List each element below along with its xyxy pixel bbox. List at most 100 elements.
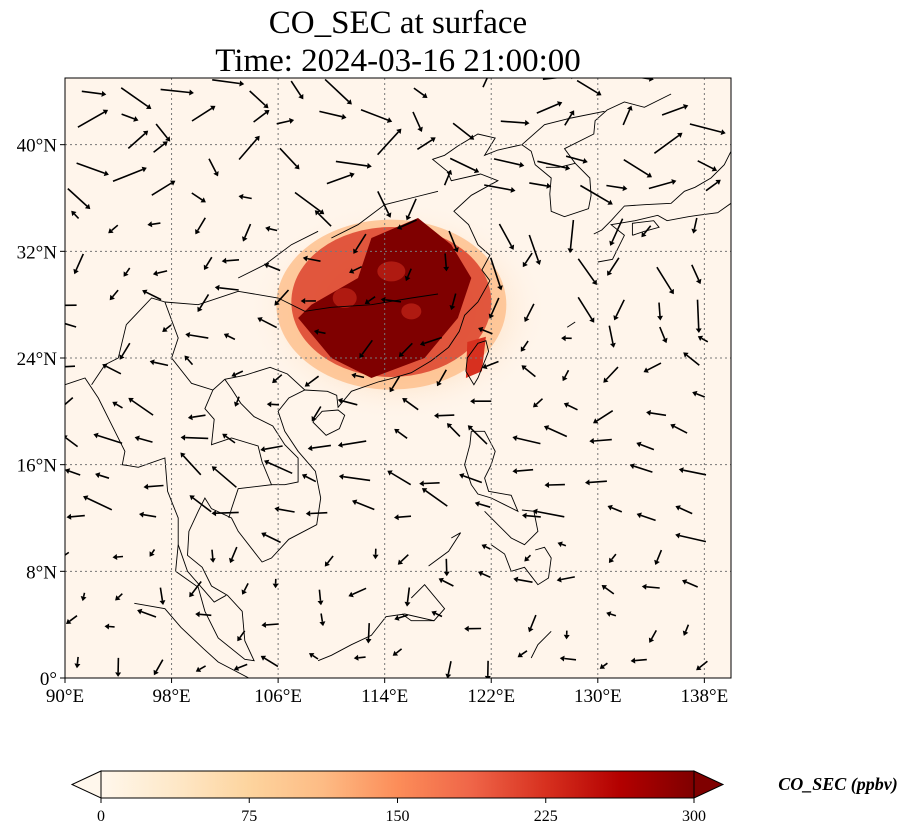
wind-arrow [661, 104, 689, 116]
wind-arrow [419, 336, 443, 347]
wind-arrow [324, 555, 334, 567]
wind-arrow [559, 655, 577, 662]
colorbar-tick-label: 300 [682, 808, 706, 825]
wind-arrow [557, 541, 567, 548]
wind-arrow [302, 255, 321, 262]
lat-tick-label: 32°N [17, 242, 58, 263]
wind-arrow [128, 397, 154, 416]
coastline [465, 340, 490, 386]
wind-arrow [335, 160, 372, 169]
colorbar-tick-label: 150 [386, 808, 410, 825]
wind-arrow [484, 184, 516, 193]
wind-arrow [443, 253, 450, 272]
wind-arrow [76, 162, 109, 177]
wind-arrow [524, 554, 532, 562]
wind-arrow [65, 322, 77, 328]
wind-arrow [109, 289, 119, 301]
wind-arrow [565, 155, 588, 164]
wind-arrow [488, 297, 500, 319]
wind-arrow [242, 223, 252, 242]
wind-arrow [83, 495, 113, 511]
wind-arrow [203, 256, 213, 270]
wind-arrow [102, 363, 122, 375]
wind-arrow [66, 513, 85, 520]
wind-arrow [404, 587, 411, 607]
wind-arrow [563, 630, 570, 640]
wind-arrow [593, 410, 614, 424]
gridlines [65, 78, 731, 678]
wind-arrow [601, 585, 615, 595]
wind-arrow [448, 230, 459, 253]
wind-arrow [153, 659, 164, 676]
wind-arrow [272, 374, 283, 384]
wind-arrow [337, 397, 358, 406]
coastline [593, 151, 731, 235]
wind-vectors [65, 78, 726, 678]
wind-arrow [478, 570, 491, 579]
wind-arrow [319, 613, 326, 627]
wind-arrow [561, 335, 572, 342]
wind-arrow [304, 375, 320, 387]
wind-arrow [522, 512, 541, 519]
wind-arrow [564, 110, 575, 126]
wind-arrow [445, 661, 452, 678]
wind-arrow [241, 583, 249, 595]
wind-arrow [222, 433, 236, 444]
wind-arrow [623, 159, 652, 178]
coastline [317, 584, 446, 662]
wind-arrow [253, 110, 270, 123]
wind-arrow [191, 105, 216, 122]
wind-arrow [211, 510, 239, 517]
wind-arrow [543, 425, 568, 438]
wind-arrow [567, 219, 575, 254]
wind-arrow [153, 141, 168, 153]
wind-arrow [319, 110, 347, 120]
lat-tick-label: 8°N [26, 562, 57, 583]
wind-arrow [81, 90, 107, 97]
wind-arrow [577, 296, 595, 323]
border [204, 389, 273, 519]
wind-arrow [691, 264, 702, 285]
wind-arrow [348, 587, 367, 598]
wind-arrow [149, 359, 169, 367]
wind-arrow [528, 234, 542, 265]
wind-arrow [512, 468, 534, 474]
wind-arrow [397, 219, 417, 230]
wind-arrow [599, 662, 608, 669]
wind-arrow [470, 398, 492, 405]
wind-arrow [659, 326, 668, 344]
lat-tick-label: 0° [40, 669, 57, 690]
wind-arrow [464, 625, 482, 632]
wind-arrow [162, 324, 172, 332]
wind-arrow [127, 130, 149, 149]
wind-arrow [705, 179, 721, 192]
wind-arrow [349, 265, 363, 274]
wind-arrow [377, 191, 392, 218]
coastline [521, 93, 672, 218]
wind-arrow [301, 473, 317, 483]
coastline [428, 532, 461, 567]
wind-arrow [147, 221, 161, 228]
wind-arrow [337, 440, 367, 448]
wind-arrow [195, 665, 206, 672]
wind-arrow [276, 118, 295, 125]
wind-arrow [238, 193, 252, 200]
wind-arrow [260, 445, 283, 453]
wind-arrow [413, 87, 428, 98]
wind-arrow [279, 147, 300, 170]
wind-arrow [416, 137, 436, 150]
coastline [65, 133, 522, 662]
wind-arrow [180, 452, 202, 476]
wind-arrow [522, 252, 533, 268]
lon-tick-label: 114°E [361, 686, 408, 707]
wind-arrow [95, 472, 110, 479]
wind-arrow [159, 587, 166, 605]
wind-arrow [436, 369, 447, 387]
wind-arrow [467, 425, 488, 445]
wind-arrow [474, 501, 491, 508]
wind-arrow [93, 432, 123, 445]
coastline [566, 321, 576, 328]
wind-arrow [696, 660, 708, 671]
title-line-2: Time: 2024-03-16 21:00:00 [215, 43, 580, 79]
wind-arrow [104, 623, 115, 630]
